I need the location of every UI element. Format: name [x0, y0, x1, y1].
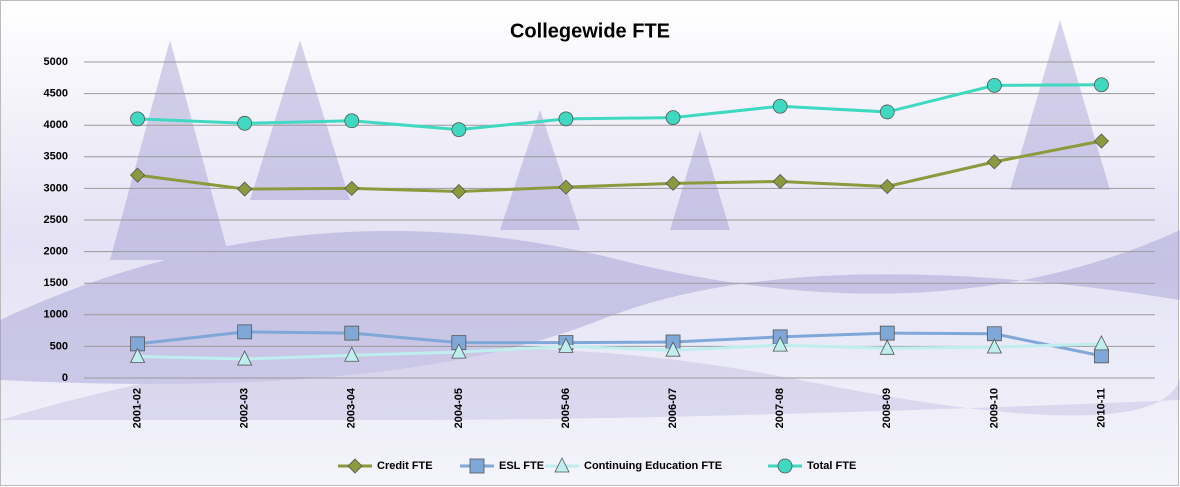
chart-title: Collegewide FTE	[510, 20, 670, 42]
y-tick-label: 4500	[44, 88, 68, 100]
marker	[1094, 78, 1108, 92]
y-tick-label: 5000	[44, 56, 68, 68]
y-tick-label: 2500	[44, 214, 68, 226]
legend-marker	[778, 459, 792, 473]
legend-marker	[470, 459, 484, 473]
y-tick-label: 1000	[44, 309, 68, 321]
marker	[131, 112, 145, 126]
y-tick-label: 4000	[44, 119, 68, 131]
chart: Collegewide FTE 0 500 1000 1500 2000 2500 3000…	[0, 0, 1180, 487]
marker	[773, 99, 787, 113]
y-tick-label: 3500	[44, 151, 68, 163]
marker	[452, 123, 466, 137]
marker	[880, 105, 894, 119]
x-tick-label: 2010-11	[1095, 388, 1107, 428]
x-tick-label: 2009-10	[988, 388, 1000, 428]
marker	[987, 78, 1001, 92]
x-tick-label: 2002-03	[239, 388, 251, 428]
marker	[238, 325, 252, 339]
y-tick-label: 500	[50, 340, 68, 352]
marker	[345, 326, 359, 340]
x-tick-label: 2006-07	[667, 388, 679, 428]
legend-label: Continuing Education FTE	[584, 460, 722, 472]
marker	[345, 114, 359, 128]
marker	[1094, 349, 1108, 363]
marker	[559, 112, 573, 126]
y-tick-label: 3000	[44, 182, 68, 194]
marker	[238, 116, 252, 130]
x-tick-label: 2003-04	[346, 387, 358, 428]
y-tick-label: 1500	[44, 277, 68, 289]
x-tick-label: 2004-05	[453, 388, 465, 428]
legend-label: ESL FTE	[499, 460, 544, 472]
legend-label: Credit FTE	[377, 460, 433, 472]
y-tick-label: 0	[62, 372, 68, 384]
x-tick-label: 2005-06	[560, 388, 572, 428]
x-tick-label: 2007-08	[774, 388, 786, 428]
x-tick-label: 2008-09	[881, 388, 893, 428]
y-tick-label: 2000	[44, 246, 68, 258]
marker	[880, 326, 894, 340]
x-tick-label: 2001-02	[131, 388, 143, 428]
marker	[666, 111, 680, 125]
legend-label: Total FTE	[807, 460, 856, 472]
